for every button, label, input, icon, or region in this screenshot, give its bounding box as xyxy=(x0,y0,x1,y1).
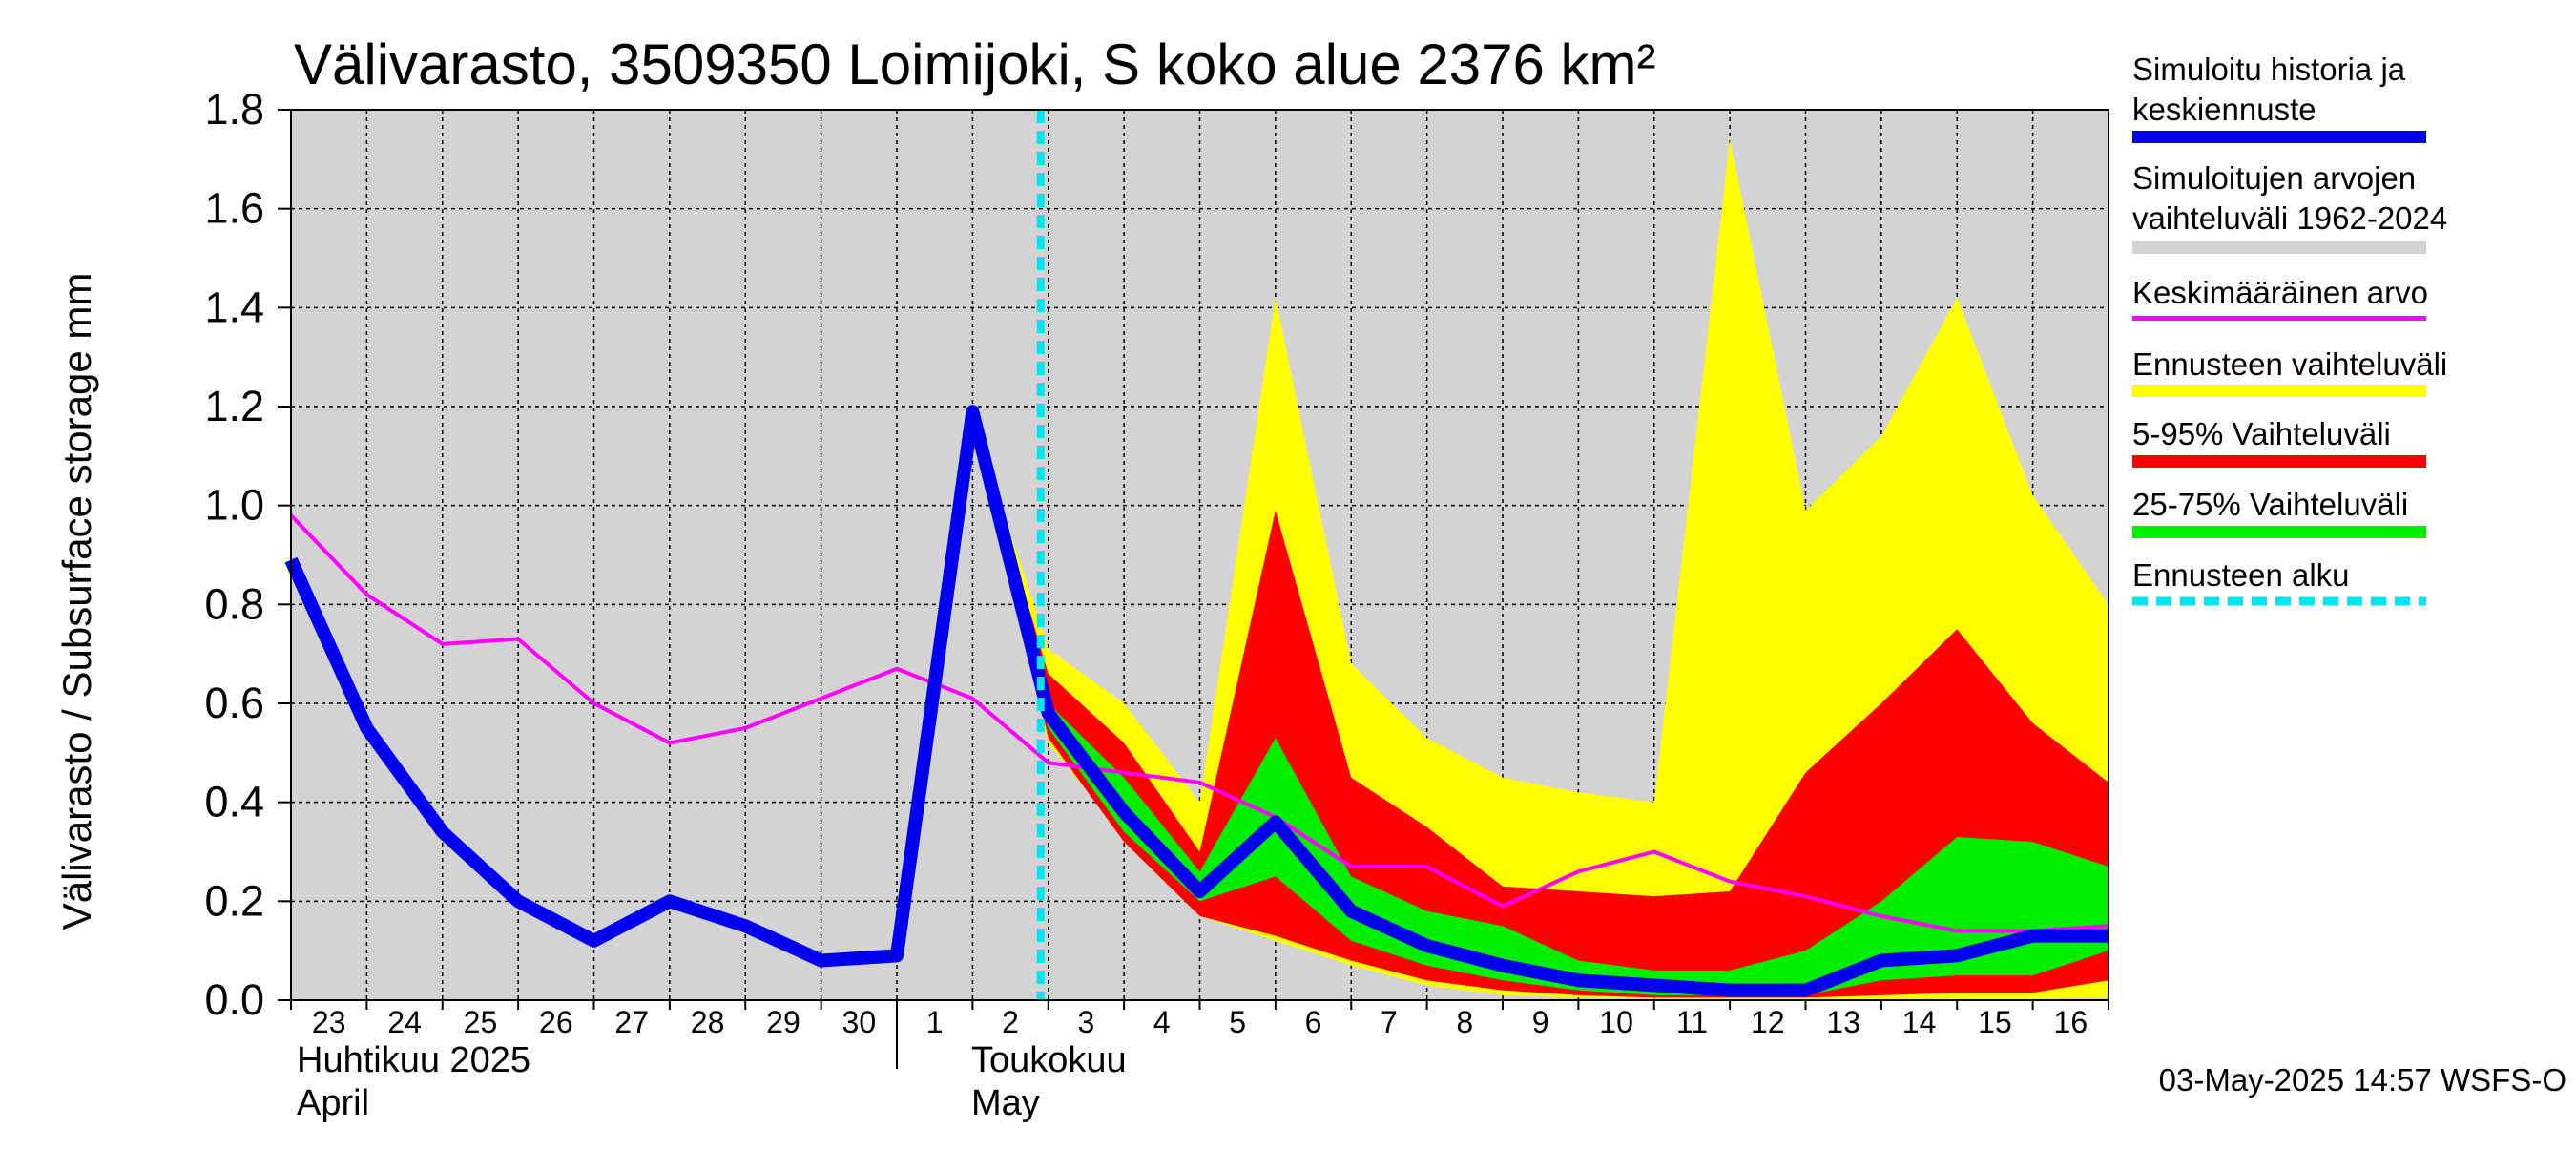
x-tick-label: 10 xyxy=(1599,1005,1633,1039)
legend-label-history-line2: keskiennuste xyxy=(2132,92,2316,127)
y-tick-label: 0.8 xyxy=(204,579,264,628)
legend-label-range-line2: vaihteluväli 1962-2024 xyxy=(2132,200,2447,236)
x-tick-label: 11 xyxy=(1676,1005,1708,1039)
x-tick-label: 26 xyxy=(539,1005,573,1039)
x-tick-label: 3 xyxy=(1078,1005,1095,1039)
x-tick-label: 29 xyxy=(766,1005,800,1039)
x-tick-label: 16 xyxy=(2054,1005,2088,1039)
x-tick-label: 1 xyxy=(926,1005,944,1039)
legend-label-forecast-range: Ennusteen vaihteluväli xyxy=(2132,346,2447,382)
month-label: Huhtikuu 2025 xyxy=(297,1040,530,1080)
month-label-english: April xyxy=(297,1083,369,1123)
y-tick-label: 0.6 xyxy=(204,679,264,727)
x-tick-label: 15 xyxy=(1978,1005,2012,1039)
y-tick-label: 1.2 xyxy=(204,382,264,430)
legend-label-history-line1: Simuloitu historia ja xyxy=(2132,52,2406,87)
mean-value-line xyxy=(289,513,2109,933)
x-tick-label: 13 xyxy=(1826,1005,1860,1039)
legend-label-forecast-start: Ennusteen alku xyxy=(2132,557,2350,593)
x-tick-label: 9 xyxy=(1532,1005,1549,1039)
legend-label-p25-75: 25-75% Vaihteluväli xyxy=(2132,487,2408,522)
plot-area xyxy=(284,109,2109,1001)
legend-swatch-range xyxy=(2132,241,2426,254)
y-tick-label: 1.4 xyxy=(204,282,264,331)
legend-label-p5-95: 5-95% Vaihteluväli xyxy=(2132,416,2391,451)
month-label-english: May xyxy=(971,1083,1040,1123)
y-tick-label: 1.8 xyxy=(204,85,264,134)
x-tick-label: 2 xyxy=(1002,1005,1019,1039)
x-tick-label: 25 xyxy=(464,1005,498,1039)
y-tick-label: 1.6 xyxy=(204,184,264,233)
y-axis: 0.0 0.2 0.4 0.6 0.8 1.0 1.2 1.4 1.6 1.8 xyxy=(204,85,291,1024)
x-tick-label: 4 xyxy=(1153,1005,1171,1039)
p25-75-range-area xyxy=(972,416,2109,995)
legend-swatch-p25-75 xyxy=(2132,526,2426,538)
month-label: Toukokuu xyxy=(971,1040,1127,1080)
legend-swatch-history xyxy=(2132,131,2426,143)
legend-swatch-p5-95 xyxy=(2132,455,2426,468)
x-tick-label: 24 xyxy=(387,1005,422,1039)
x-tick-label: 23 xyxy=(312,1005,346,1039)
x-tick-label: 6 xyxy=(1305,1005,1322,1039)
legend: Simuloitu historia ja keskiennuste Simul… xyxy=(2132,52,2447,606)
y-tick-label: 0.2 xyxy=(204,876,264,925)
x-tick-label: 30 xyxy=(842,1005,877,1039)
x-tick-label: 7 xyxy=(1381,1005,1398,1039)
x-tick-label: 14 xyxy=(1902,1005,1937,1039)
x-tick-label: 8 xyxy=(1456,1005,1473,1039)
legend-swatch-mean xyxy=(2132,316,2426,321)
y-tick-label: 0.4 xyxy=(204,778,264,826)
legend-swatch-forecast-range xyxy=(2132,385,2426,397)
y-axis-label: Välivarasto / Subsurface storage mm xyxy=(54,273,99,930)
y-tick-label: 1.0 xyxy=(204,481,264,530)
legend-label-mean: Keskimääräinen arvo xyxy=(2132,275,2428,310)
x-axis: 23 24 25 26 27 28 29 30 1 2 3 4 5 6 7 8 9 10 11 12 13 14 15 16H… xyxy=(290,1000,2109,1123)
timestamp: 03-May-2025 14:57 WSFS-O xyxy=(2159,1062,2566,1098)
y-tick-label: 0.0 xyxy=(204,975,264,1024)
x-tick-label: 27 xyxy=(614,1005,649,1039)
simulated-history-line xyxy=(284,405,2109,997)
chart-title: Välivarasto, 3509350 Loimijoki, S koko a… xyxy=(294,32,1655,96)
x-tick-label: 12 xyxy=(1751,1005,1785,1039)
legend-label-range-line1: Simuloitujen arvojen xyxy=(2132,160,2416,196)
x-tick-label: 28 xyxy=(691,1005,725,1039)
x-tick-label: 5 xyxy=(1229,1005,1246,1039)
